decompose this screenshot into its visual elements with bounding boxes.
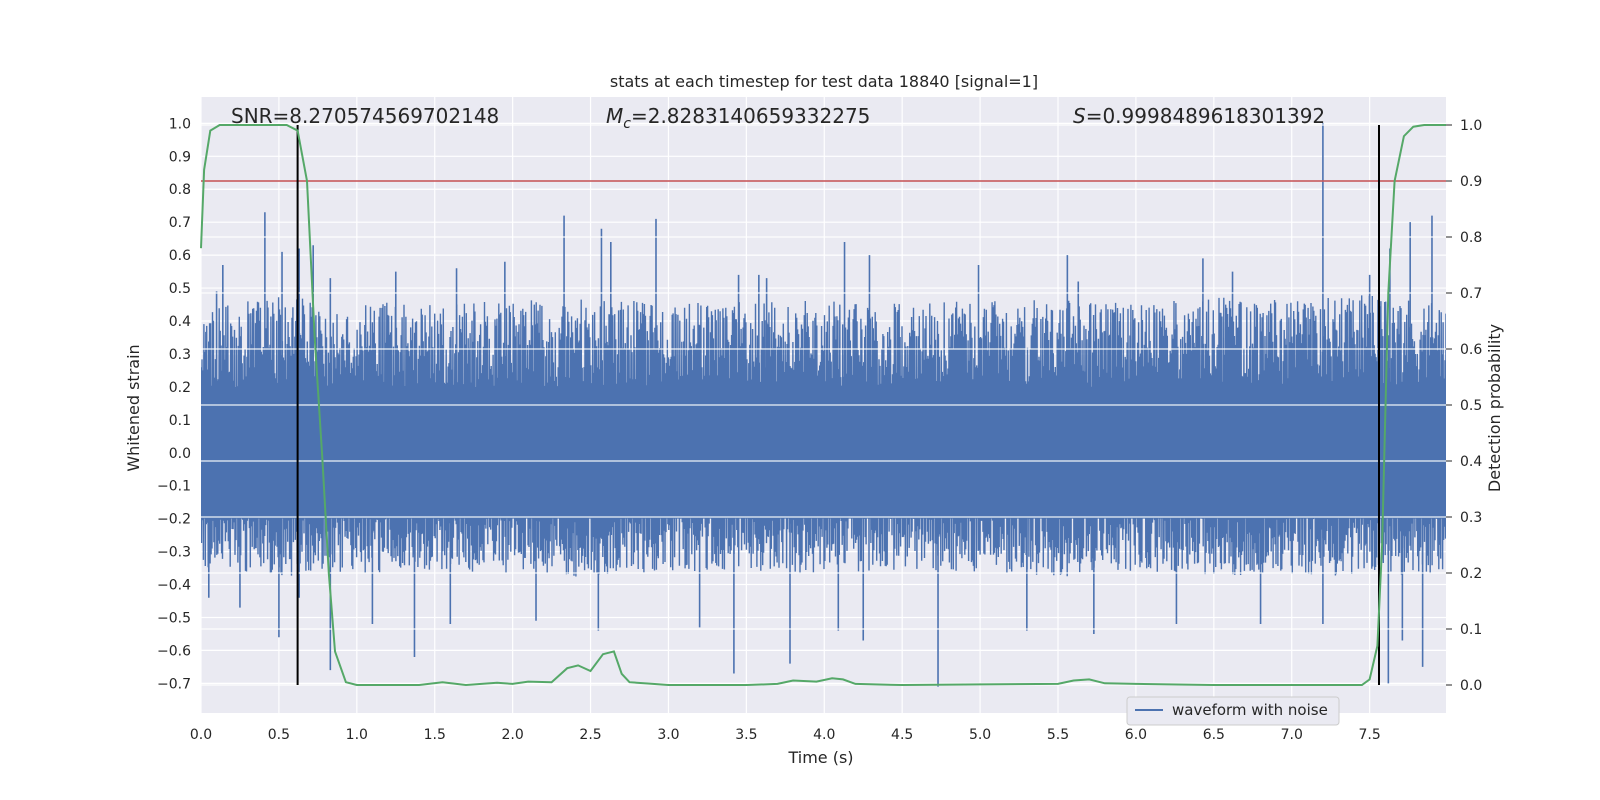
y-right-tick-label: 0.4 — [1460, 454, 1482, 470]
y-left-tick-label: 0.2 — [169, 380, 191, 396]
y-left-tick-label: 0.8 — [169, 182, 191, 198]
y-left-tick-label: 0.3 — [169, 347, 191, 363]
overlay-lines — [200, 124, 1446, 687]
y-right-tick-label: 0.2 — [1460, 566, 1482, 582]
y-left-tick-label: −0.4 — [157, 578, 191, 594]
x-tick-label: 4.5 — [891, 727, 913, 743]
score-annotation: S=0.9998489618301392 — [1073, 104, 1325, 128]
x-axis-ticks: 0.0 0.5 1.0 1.5 2.0 2.5 3.0 3.5 4.0 4.5 5.0 5.5 6.0 6… — [190, 727, 1381, 743]
waveform-core — [201, 386, 1446, 519]
y-right-tick-label: 0.8 — [1460, 230, 1482, 246]
x-tick-label: 7.0 — [1281, 727, 1303, 743]
y-left-tick-label: 0.5 — [169, 281, 191, 297]
x-tick-label: 0.0 — [190, 727, 212, 743]
score-symbol: S — [1073, 104, 1086, 128]
y-right-tick-label: 0.3 — [1460, 510, 1482, 526]
y-right-tick-label: 0.1 — [1460, 622, 1482, 638]
x-tick-label: 5.5 — [1047, 727, 1069, 743]
right-axis-ticks: 1.0 0.9 0.8 0.7 0.6 0.5 0.4 0.3 0.2 0.1 0.0 — [1446, 118, 1482, 694]
left-axis-ticks: 1.0 0.9 0.8 0.7 0.6 0.5 0.4 0.3 0.2 0.1 0.0 −0.1 −0.… — [157, 116, 191, 692]
chart-title: stats at each timestep for test data 188… — [610, 72, 1038, 91]
y-left-tick-label: −0.5 — [157, 610, 191, 626]
x-tick-label: 0.5 — [268, 727, 290, 743]
x-tick-label: 3.5 — [735, 727, 757, 743]
y-right-tick-label: 0.9 — [1460, 174, 1482, 190]
chirp-mass-subscript: c — [623, 116, 631, 132]
chirp-mass-annotation: Mc=2.8283140659332275 — [606, 104, 870, 132]
x-tick-label: 5.0 — [969, 727, 991, 743]
x-tick-label: 6.5 — [1203, 727, 1225, 743]
y-left-tick-label: 0.7 — [169, 215, 191, 231]
x-tick-label: 2.5 — [579, 727, 601, 743]
y-right-tick-label: 0.5 — [1460, 398, 1482, 414]
x-tick-label: 1.5 — [424, 727, 446, 743]
probability-line — [200, 124, 1446, 687]
y-left-tick-label: −0.3 — [157, 545, 191, 561]
score-value: =0.9998489618301392 — [1086, 104, 1325, 128]
x-tick-label: 6.0 — [1125, 727, 1147, 743]
y-left-tick-label: −0.2 — [157, 512, 191, 528]
y-left-tick-label: 0.0 — [169, 446, 191, 462]
legend-label: waveform with noise — [1172, 701, 1328, 719]
waveform-series — [201, 123, 1446, 687]
x-axis-label: Time (s) — [787, 748, 853, 767]
y-right-tick-label: 0.0 — [1460, 678, 1482, 694]
legend: waveform with noise — [1126, 696, 1340, 726]
x-tick-label: 7.5 — [1359, 727, 1381, 743]
y-left-tick-label: 0.4 — [169, 314, 191, 330]
y-right-tick-label: 0.6 — [1460, 342, 1482, 358]
y-axis-label-left: Whitened strain — [124, 344, 143, 471]
y-left-tick-label: 0.9 — [169, 149, 191, 165]
y-axis-label-right: Detection probability — [1485, 324, 1504, 492]
legend-box — [1126, 696, 1340, 726]
chirp-mass-value: =2.8283140659332275 — [631, 104, 870, 128]
y-left-tick-label: −0.6 — [157, 643, 191, 659]
chirp-mass-symbol: M — [606, 104, 623, 128]
y-left-tick-label: 0.6 — [169, 248, 191, 264]
x-tick-label: 1.0 — [346, 727, 368, 743]
y-right-tick-label: 1.0 — [1460, 118, 1482, 134]
y-left-tick-label: −0.7 — [157, 676, 191, 692]
y-left-tick-label: −0.1 — [157, 479, 191, 495]
y-left-tick-label: 1.0 — [169, 116, 191, 132]
snr-annotation: SNR=8.270574569702148 — [231, 104, 499, 128]
x-tick-label: 3.0 — [657, 727, 679, 743]
y-right-tick-label: 0.7 — [1460, 286, 1482, 302]
x-tick-label: 4.0 — [813, 727, 835, 743]
y-left-tick-label: 0.1 — [169, 413, 191, 429]
x-tick-label: 2.0 — [502, 727, 524, 743]
